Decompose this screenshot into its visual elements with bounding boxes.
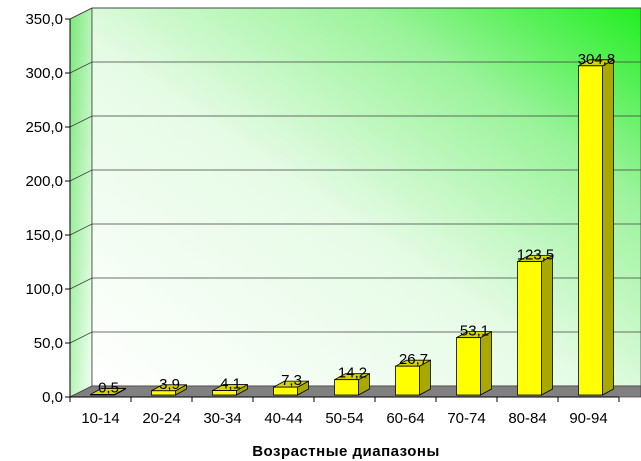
bar bbox=[151, 384, 187, 396]
bar bbox=[517, 254, 553, 396]
y-axis-ticks: 0,0 50,0 100,0 150,0 200,0 250,0 300,0 350,0 bbox=[25, 11, 70, 406]
data-label: 7,3 bbox=[281, 372, 302, 389]
y-tick-label: 300,0 bbox=[25, 65, 63, 82]
bar-front-face bbox=[578, 65, 603, 396]
y-tick-label: 0,0 bbox=[42, 389, 63, 406]
data-label: 26,7 bbox=[399, 351, 428, 368]
bar bbox=[395, 359, 431, 396]
y-tick-label: 250,0 bbox=[25, 119, 63, 136]
data-label: 304,8 bbox=[578, 51, 616, 68]
bar-front-face bbox=[151, 390, 176, 396]
data-label: 53,1 bbox=[460, 323, 489, 340]
x-tick-label: 70-74 bbox=[447, 410, 485, 427]
bar-front-face bbox=[334, 379, 359, 396]
x-tick-label: 50-54 bbox=[325, 410, 363, 427]
bar-front-face bbox=[456, 337, 481, 396]
y-tick-label: 150,0 bbox=[25, 227, 63, 244]
bar bbox=[334, 372, 370, 396]
data-label: 14,2 bbox=[338, 365, 367, 382]
gridline bbox=[69, 115, 641, 128]
x-tick-label: 10-14 bbox=[81, 410, 119, 427]
bar bbox=[578, 59, 614, 396]
bar bbox=[90, 387, 126, 396]
y-tick-label: 200,0 bbox=[25, 173, 63, 190]
gridline bbox=[69, 169, 641, 182]
gridline bbox=[69, 223, 641, 236]
data-label: 123,5 bbox=[517, 247, 555, 264]
bar-front-face bbox=[212, 390, 237, 396]
x-axis-title: Возрастные диапазоны bbox=[252, 443, 440, 460]
back-wall bbox=[91, 7, 641, 387]
gridline bbox=[69, 277, 641, 290]
x-axis-ticks: 10-14 20-24 30-34 40-44 50-54 60-64 70-74 80-84… bbox=[69, 397, 620, 427]
bar-side-face bbox=[480, 330, 492, 396]
bar-front-face bbox=[273, 386, 298, 396]
plot-walls bbox=[69, 7, 641, 398]
x-tick-label: 40-44 bbox=[264, 410, 302, 427]
gridline bbox=[69, 61, 641, 74]
data-labels: 0,5 3,9 4,1 7,3 14,2 26,7 53,1 123,5 304,8 bbox=[98, 51, 615, 397]
bar bbox=[456, 330, 492, 396]
left-wall bbox=[69, 7, 93, 398]
y-tick-label: 50,0 bbox=[34, 335, 63, 352]
x-tick-label: 80-84 bbox=[508, 410, 546, 427]
gridline bbox=[69, 331, 641, 344]
gridlines bbox=[69, 7, 641, 344]
bar-front-face bbox=[517, 261, 542, 396]
bars bbox=[90, 59, 614, 396]
x-tick-label: 90-94 bbox=[569, 410, 607, 427]
data-label: 0,5 bbox=[98, 379, 119, 396]
bar bbox=[273, 380, 309, 396]
bar-side-face bbox=[602, 59, 614, 396]
x-tick-label: 30-34 bbox=[203, 410, 241, 427]
x-tick-label: 20-24 bbox=[142, 410, 180, 427]
bar-front-face bbox=[395, 365, 420, 396]
data-label: 4,1 bbox=[220, 376, 241, 393]
bar bbox=[212, 383, 248, 396]
x-tick-label: 60-64 bbox=[386, 410, 424, 427]
bar-front-face bbox=[90, 394, 115, 396]
gridline bbox=[69, 7, 641, 20]
y-tick-label: 100,0 bbox=[25, 281, 63, 298]
data-label: 3,9 bbox=[159, 376, 180, 393]
bar-side-face bbox=[541, 254, 553, 396]
y-tick-label: 350,0 bbox=[25, 11, 63, 28]
